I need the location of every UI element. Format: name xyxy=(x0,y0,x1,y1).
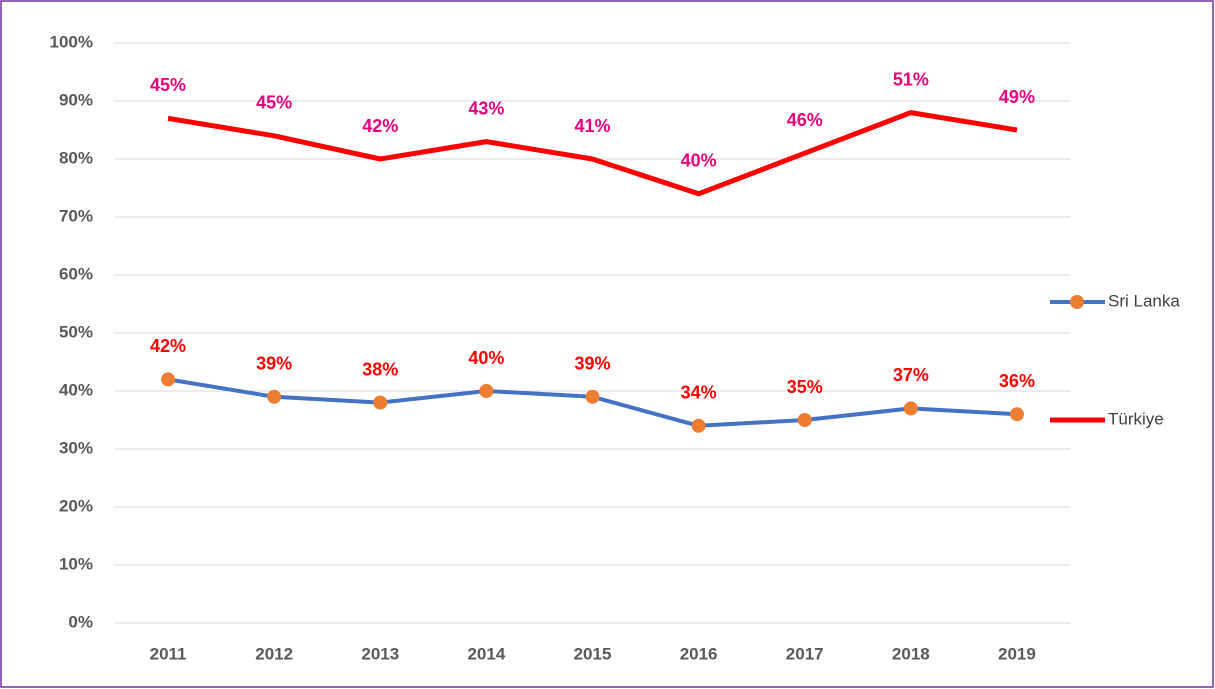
x-tick-label: 2018 xyxy=(892,644,930,663)
data-point xyxy=(161,372,176,387)
data-label: 40% xyxy=(468,348,504,368)
y-tick-label: 80% xyxy=(59,148,93,167)
data-label: 36% xyxy=(999,371,1035,391)
x-tick-label: 2019 xyxy=(998,644,1036,663)
y-tick-label: 90% xyxy=(59,90,93,109)
data-label: 51% xyxy=(893,69,929,89)
data-point xyxy=(267,389,282,404)
data-point xyxy=(1009,407,1024,422)
y-tick-label: 40% xyxy=(59,380,93,399)
data-point xyxy=(903,401,918,416)
y-tick-label: 50% xyxy=(59,322,93,341)
x-tick-label: 2014 xyxy=(467,644,505,663)
data-label: 35% xyxy=(787,377,823,397)
data-label: 42% xyxy=(150,336,186,356)
data-point xyxy=(797,413,812,427)
data-label: 37% xyxy=(893,365,929,385)
data-point xyxy=(585,389,600,404)
data-point xyxy=(691,418,706,433)
data-point xyxy=(373,395,388,410)
x-tick-label: 2011 xyxy=(150,644,187,663)
data-label: 49% xyxy=(999,87,1035,107)
legend-marker xyxy=(1070,295,1084,309)
data-label: 45% xyxy=(256,93,292,113)
data-point xyxy=(479,384,494,398)
data-label: 40% xyxy=(681,151,717,171)
y-tick-label: 10% xyxy=(59,554,93,573)
y-tick-label: 0% xyxy=(68,612,93,631)
x-tick-label: 2016 xyxy=(680,644,718,663)
data-label: 39% xyxy=(574,354,610,374)
legend-label: Sri Lanka xyxy=(1108,291,1180,310)
data-label: 39% xyxy=(256,354,292,374)
x-tick-label: 2012 xyxy=(255,644,293,663)
data-label: 34% xyxy=(681,383,717,403)
series-line xyxy=(167,110,1018,197)
data-label: 43% xyxy=(468,98,504,118)
y-tick-label: 100% xyxy=(50,32,93,51)
data-label: 41% xyxy=(574,116,610,136)
data-label: 46% xyxy=(787,110,823,130)
legend-label: Türkiye xyxy=(1108,409,1164,428)
y-tick-label: 70% xyxy=(59,206,93,225)
x-tick-label: 2017 xyxy=(786,644,824,663)
x-tick-label: 2013 xyxy=(361,644,399,663)
data-label: 38% xyxy=(362,359,398,379)
x-tick-label: 2015 xyxy=(574,644,612,663)
y-tick-label: 60% xyxy=(59,264,93,283)
data-label: 45% xyxy=(150,75,186,95)
y-tick-label: 30% xyxy=(59,438,93,457)
y-tick-label: 20% xyxy=(59,496,93,515)
data-label: 42% xyxy=(362,116,398,136)
